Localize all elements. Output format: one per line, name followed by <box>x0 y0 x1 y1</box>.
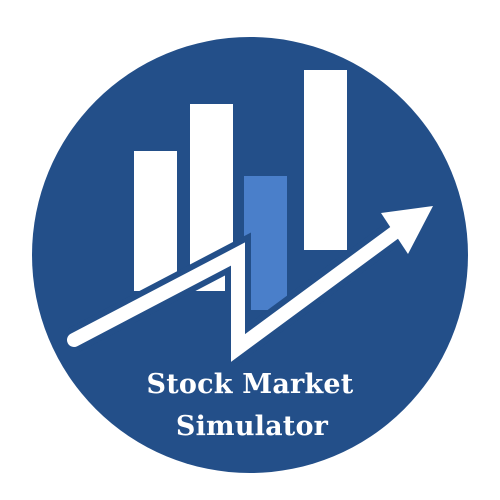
trend-arrow-icon <box>67 206 433 374</box>
bar-4 <box>304 70 347 250</box>
logo-title-line-1: Stock Market <box>146 369 354 400</box>
bar-1 <box>134 151 177 291</box>
logo-title-line-2: Simulator <box>175 411 329 442</box>
bar-3-highlight <box>244 176 287 310</box>
